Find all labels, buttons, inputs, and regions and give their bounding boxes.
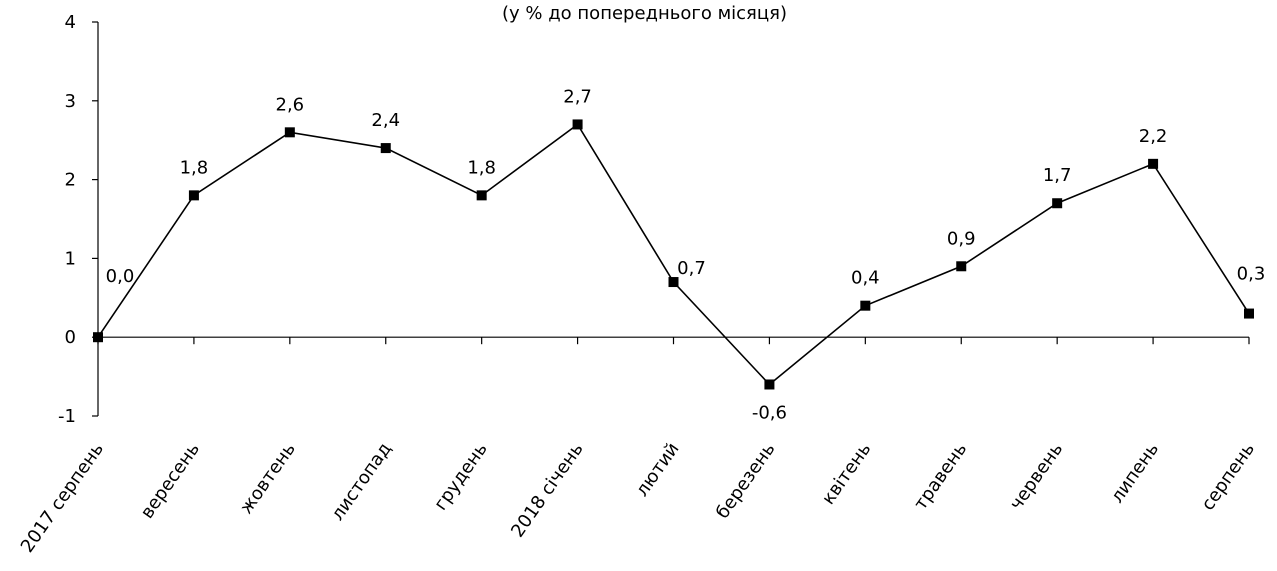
x-tick-label: лютий (632, 439, 684, 501)
data-point-marker (476, 190, 487, 201)
data-label: 2,4 (371, 110, 400, 131)
x-tick-label: серпень (1197, 439, 1259, 515)
x-tick-label: 2017 серпень (17, 439, 108, 557)
y-tick-label: -1 (58, 406, 76, 427)
data-label: -0,6 (752, 402, 787, 423)
y-tick-label: 4 (65, 12, 76, 33)
data-label: 2,2 (1139, 126, 1168, 147)
data-label: 2,7 (563, 86, 592, 107)
series (93, 119, 1254, 390)
data-label: 0,9 (947, 228, 976, 249)
y-tick-label: 1 (65, 248, 76, 269)
data-point-marker (572, 119, 583, 130)
data-label: 1,8 (180, 157, 209, 178)
x-tick-label: 2018 січень (507, 439, 588, 542)
data-label: 0,3 (1237, 264, 1266, 285)
data-labels: 0,0 1,8 2,6 2,4 1,8 2,7 0,7 -0,6 0,4 0,9 1,7 2,2 0,3 (106, 86, 1266, 423)
x-tick-label: листопад (327, 439, 396, 525)
data-point-marker (668, 277, 679, 288)
data-point-marker (1052, 198, 1063, 209)
x-tick-label: червень (1006, 439, 1067, 514)
data-point-marker (956, 261, 967, 272)
series-line (97, 123, 1250, 386)
x-tick-label: березень (712, 439, 780, 523)
x-tick-label: травень (910, 439, 971, 514)
y-tick-label: 0 (65, 327, 76, 348)
data-point-marker (1244, 308, 1254, 319)
data-label: 0,7 (677, 258, 706, 279)
data-point-marker (93, 332, 103, 343)
x-tick-label: жовтень (236, 439, 300, 518)
data-point-marker (764, 379, 775, 390)
data-point-marker (188, 190, 199, 201)
data-label: 2,6 (276, 94, 305, 115)
y-tick-labels: -1 0 1 2 3 4 (58, 12, 76, 427)
x-tick-label: липень (1107, 439, 1163, 507)
data-point-marker (860, 300, 871, 311)
y-tick-label: 3 (65, 91, 76, 112)
data-point-marker (284, 127, 295, 138)
data-label: 1,7 (1043, 165, 1072, 186)
axes (92, 21, 1250, 417)
data-point-marker (380, 143, 391, 154)
x-tick-labels: 2017 серпень вересень жовтень листопад груде… (17, 439, 1259, 557)
y-tick-label: 2 (65, 170, 76, 191)
data-label: 0,4 (851, 268, 880, 289)
x-tick-label: вересень (137, 439, 204, 523)
x-tick-label: грудень (430, 439, 492, 514)
data-label: 0,0 (106, 266, 135, 287)
data-point-marker (1148, 158, 1159, 169)
data-label: 1,8 (467, 157, 496, 178)
x-tick-label: квітень (818, 439, 876, 509)
